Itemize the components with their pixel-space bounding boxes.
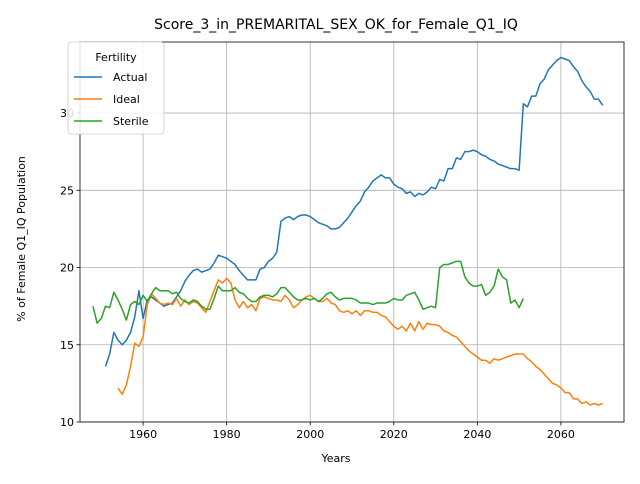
y-axis-label: % of Female Q1_IQ Population (15, 156, 28, 322)
x-tick-label: 1980 (213, 428, 241, 441)
grid (80, 42, 624, 423)
legend-label-sterile: Sterile (113, 115, 149, 128)
series-lines (92, 56, 604, 406)
series-line-ideal (117, 277, 603, 406)
legend: Fertility Actual Ideal Sterile (67, 41, 165, 135)
chart-title: Score_3_in_PREMARITAL_SEX_OK_for_Female_… (154, 17, 518, 33)
x-tick-label: 2000 (296, 428, 324, 441)
x-tick-label: 2020 (380, 428, 408, 441)
legend-box (67, 41, 165, 135)
plot-frame (79, 41, 625, 423)
y-tick-label: 15 (60, 339, 74, 352)
legend-label-ideal: Ideal (113, 93, 140, 106)
series-line-sterile (92, 260, 524, 324)
x-axis-label: Years (320, 452, 350, 465)
x-tick-label: 2040 (463, 428, 491, 441)
y-tick-label: 10 (60, 416, 74, 429)
legend-title: Fertility (95, 51, 137, 64)
series-line-actual (104, 56, 604, 367)
y-tick-label: 25 (60, 184, 74, 197)
legend-label-actual: Actual (113, 71, 147, 84)
x-tick-label: 2060 (547, 428, 575, 441)
x-tick-label: 1960 (129, 428, 157, 441)
y-tick-label: 20 (60, 262, 74, 275)
